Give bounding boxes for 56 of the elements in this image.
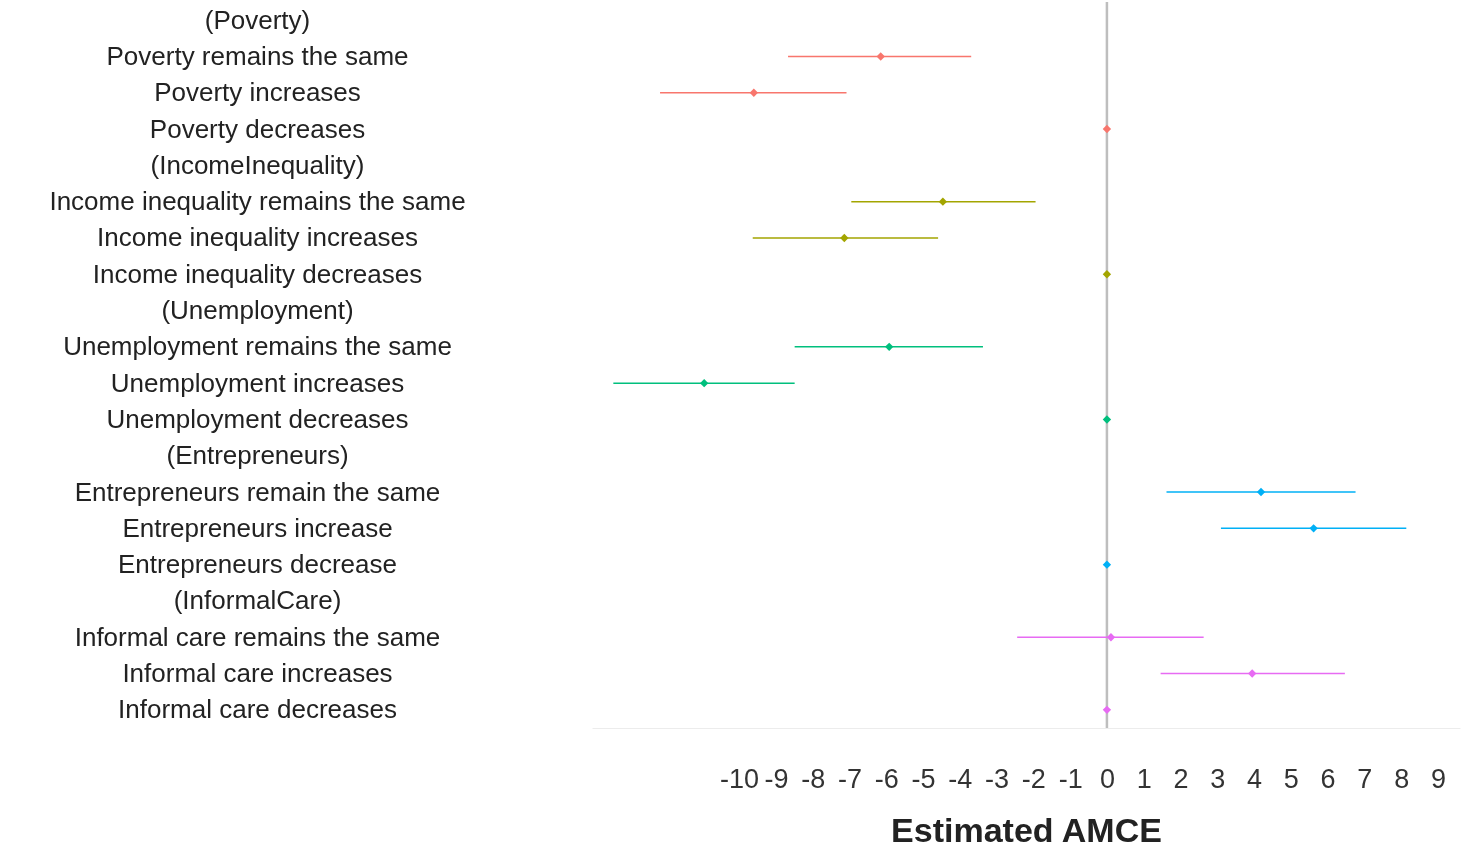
x-tick-label: -3 [985,763,1010,794]
point [1248,669,1257,678]
point [1256,487,1266,497]
point [938,197,948,206]
y-tick-label: (Entrepreneurs) [166,440,349,471]
y-tick-label: Entrepreneurs decrease [118,549,397,580]
point [1102,270,1112,279]
y-tick-label: Informal care increases [122,658,393,689]
point [1102,560,1112,569]
point [876,52,885,61]
x-tick-label: -7 [837,763,862,794]
x-tick-label: 7 [1357,763,1373,794]
x-tick-label: 0 [1099,763,1115,794]
y-tick-label: Poverty decreases [149,113,366,144]
y-tick-label: (InformalCare) [173,585,342,616]
x-tick-label: 3 [1210,763,1226,794]
point [1102,705,1112,715]
point [1102,415,1112,424]
y-tick-label: Income inequality increases [97,222,418,253]
x-tick-label: -2 [1021,763,1046,794]
y-tick-label: Informal care remains the same [74,621,441,652]
point [749,88,759,97]
x-tick-label: -4 [948,763,973,794]
y-tick-label: Unemployment increases [110,367,405,398]
x-tick-label: 6 [1320,763,1336,794]
y-tick-label: Unemployment remains the same [63,331,452,362]
x-tick-label: 4 [1247,763,1263,794]
x-tick-label: 5 [1283,763,1299,794]
point [840,233,849,243]
y-tick-label: Poverty remains the same [106,40,409,71]
point [1106,633,1116,642]
x-tick-label: 8 [1394,763,1410,794]
x-tick-label: 2 [1173,763,1189,794]
y-tick-label: Informal care decreases [118,694,397,725]
x-tick-label: -9 [764,763,789,794]
x-tick-label: -8 [801,763,826,794]
point [885,342,894,352]
point [1102,124,1112,134]
x-tick-label: 1 [1136,763,1152,794]
point [699,378,709,388]
y-tick-label: Income inequality decreases [92,258,423,289]
x-axis-title: Estimated AMCE [891,810,1162,849]
y-tick-label: (Poverty) [204,4,311,35]
x-tick-label: -6 [874,763,899,794]
point [1309,524,1318,533]
x-tick-label: -5 [911,763,936,794]
y-tick-label: (IncomeInequality) [150,149,365,180]
y-tick-label: Income inequality remains the same [49,186,466,217]
y-tick-label: Entrepreneurs remain the same [74,476,441,507]
y-tick-label: Unemployment decreases [106,403,409,434]
x-tick-label: -1 [1058,763,1083,794]
y-tick-label: Entrepreneurs increase [122,512,393,543]
x-tick-label: 9 [1430,763,1446,794]
x-tick-label: -10 [720,763,760,794]
y-tick-label: Poverty increases [154,77,361,108]
y-tick-label: (Unemployment) [161,295,354,326]
